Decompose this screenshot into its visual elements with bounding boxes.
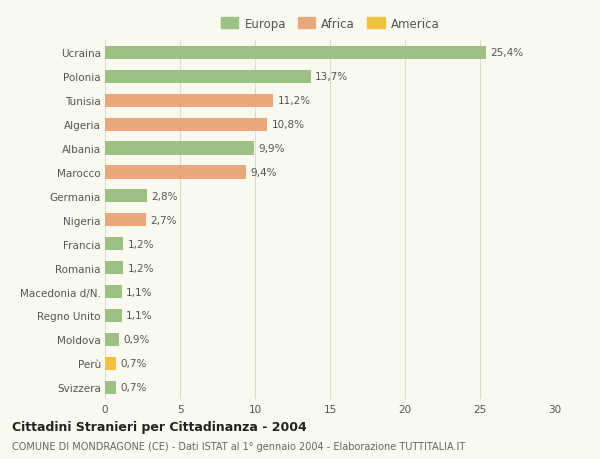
Bar [105, 190, 147, 203]
Text: 13,7%: 13,7% [315, 72, 348, 82]
Bar [105, 357, 115, 370]
Bar [105, 142, 254, 155]
Bar [105, 166, 246, 179]
Bar [105, 214, 146, 227]
Bar [105, 285, 121, 298]
Text: 0,7%: 0,7% [120, 382, 146, 392]
Text: 0,9%: 0,9% [123, 335, 149, 345]
Bar [105, 95, 273, 107]
Text: 1,2%: 1,2% [128, 263, 154, 273]
Text: Cittadini Stranieri per Cittadinanza - 2004: Cittadini Stranieri per Cittadinanza - 2… [12, 420, 307, 433]
Text: 2,7%: 2,7% [150, 215, 176, 225]
Text: 1,1%: 1,1% [126, 311, 152, 321]
Text: 1,1%: 1,1% [126, 287, 152, 297]
Text: 2,8%: 2,8% [151, 191, 178, 202]
Text: 25,4%: 25,4% [491, 48, 524, 58]
Text: 9,4%: 9,4% [251, 168, 277, 178]
Bar [105, 333, 119, 346]
Text: 9,9%: 9,9% [258, 144, 284, 154]
Legend: Europa, Africa, America: Europa, Africa, America [220, 17, 440, 32]
Text: 11,2%: 11,2% [277, 96, 311, 106]
Bar [105, 262, 123, 274]
Bar [105, 118, 267, 131]
Bar [105, 71, 311, 84]
Text: 0,7%: 0,7% [120, 358, 146, 369]
Text: 10,8%: 10,8% [271, 120, 305, 130]
Text: COMUNE DI MONDRAGONE (CE) - Dati ISTAT al 1° gennaio 2004 - Elaborazione TUTTITA: COMUNE DI MONDRAGONE (CE) - Dati ISTAT a… [12, 441, 465, 451]
Bar [105, 309, 121, 322]
Bar [105, 381, 115, 394]
Bar [105, 238, 123, 251]
Text: 1,2%: 1,2% [128, 239, 154, 249]
Bar [105, 47, 486, 60]
